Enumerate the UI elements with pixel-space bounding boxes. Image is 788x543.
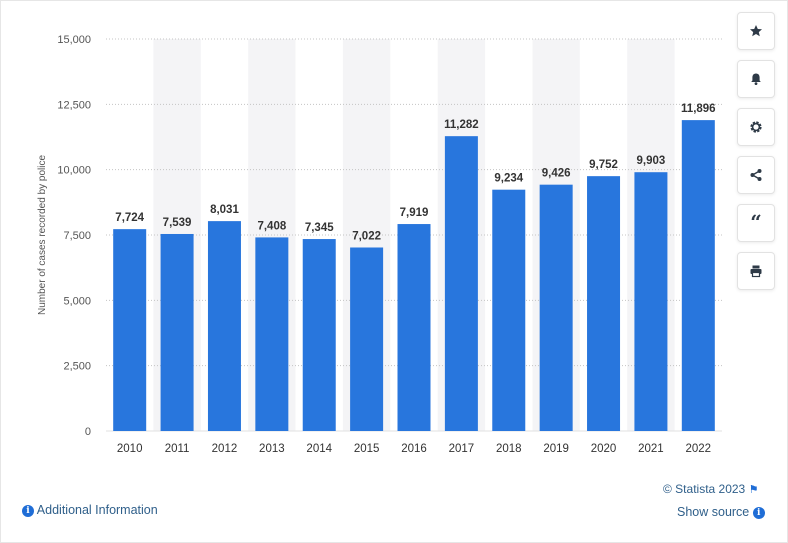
copyright-label: © Statista 2023 [663, 482, 746, 496]
print-button[interactable] [737, 252, 775, 290]
y-tick-label: 2,500 [63, 361, 91, 373]
x-tick-label: 2021 [638, 443, 664, 455]
data-label: 7,919 [400, 207, 429, 219]
bar [350, 247, 384, 431]
favorite-button[interactable] [737, 12, 775, 50]
source-info-icon: i [752, 507, 765, 519]
share-icon [750, 169, 762, 181]
data-label: 9,752 [589, 159, 618, 171]
settings-button[interactable] [737, 108, 775, 146]
quote-icon: “ [750, 210, 762, 234]
x-tick-label: 2018 [496, 443, 522, 455]
bar [539, 184, 573, 431]
bell-icon [751, 73, 761, 85]
x-tick-label: 2020 [591, 443, 617, 455]
x-tick-label: 2017 [449, 443, 475, 455]
x-tick-label: 2019 [543, 443, 569, 455]
bar [397, 224, 431, 431]
additional-information-label: Additional Information [36, 503, 158, 517]
data-label: 8,031 [210, 204, 239, 216]
y-axis-title: Number of cases recorded by police [37, 155, 48, 316]
x-tick-label: 2010 [117, 443, 143, 455]
info-icon: i [22, 505, 34, 517]
x-tick-label: 2022 [686, 443, 712, 455]
data-label: 9,903 [637, 155, 666, 167]
data-label: 11,282 [444, 119, 479, 131]
y-tick-label: 7,500 [63, 230, 91, 242]
x-tick-label: 2014 [306, 443, 332, 455]
y-tick-label: 0 [85, 426, 91, 438]
data-label: 7,345 [305, 222, 334, 234]
gear-icon [750, 121, 762, 133]
bar [302, 239, 336, 431]
bar [587, 176, 621, 431]
bar [444, 136, 478, 431]
x-tick-label: 2016 [401, 443, 427, 455]
copyright-notice[interactable]: © Statista 2023 ⚑ [663, 482, 758, 496]
data-label: 9,234 [494, 173, 523, 185]
notifications-button[interactable] [737, 60, 775, 98]
share-button[interactable] [737, 156, 775, 194]
sidebar-toolbar: “ [737, 12, 775, 300]
data-label: 7,539 [163, 217, 192, 229]
star-icon [750, 25, 762, 37]
x-tick-label: 2015 [354, 443, 380, 455]
y-tick-label: 10,000 [57, 165, 91, 177]
bar-chart: 0 2,500 5,000 7,500 10,000 12,500 15,000 7,724 2… [37, 34, 722, 455]
bar [681, 120, 715, 432]
bar [492, 189, 526, 431]
x-tick-label: 2012 [212, 443, 238, 455]
bar [255, 237, 289, 431]
bar [634, 172, 668, 431]
data-label: 9,426 [542, 168, 571, 180]
data-label: 11,896 [681, 103, 716, 115]
data-label: 7,408 [257, 220, 286, 232]
show-source-label: Show source [677, 505, 750, 519]
y-tick-label: 15,000 [57, 34, 91, 46]
data-label: 7,022 [352, 230, 381, 242]
bar [160, 233, 194, 431]
y-tick-label: 12,500 [57, 99, 91, 111]
bar [207, 221, 241, 431]
flag-icon: ⚑ [748, 484, 759, 496]
y-tick-label: 5,000 [63, 295, 91, 307]
x-tick-label: 2011 [165, 443, 190, 455]
x-tick-label: 2013 [259, 443, 285, 455]
show-source-link[interactable]: Show source i [677, 505, 765, 519]
bar [113, 229, 147, 431]
data-label: 7,724 [115, 212, 144, 224]
additional-information-link[interactable]: i Additional Information [22, 503, 158, 517]
print-icon [750, 265, 762, 278]
cite-button[interactable]: “ [737, 204, 775, 242]
